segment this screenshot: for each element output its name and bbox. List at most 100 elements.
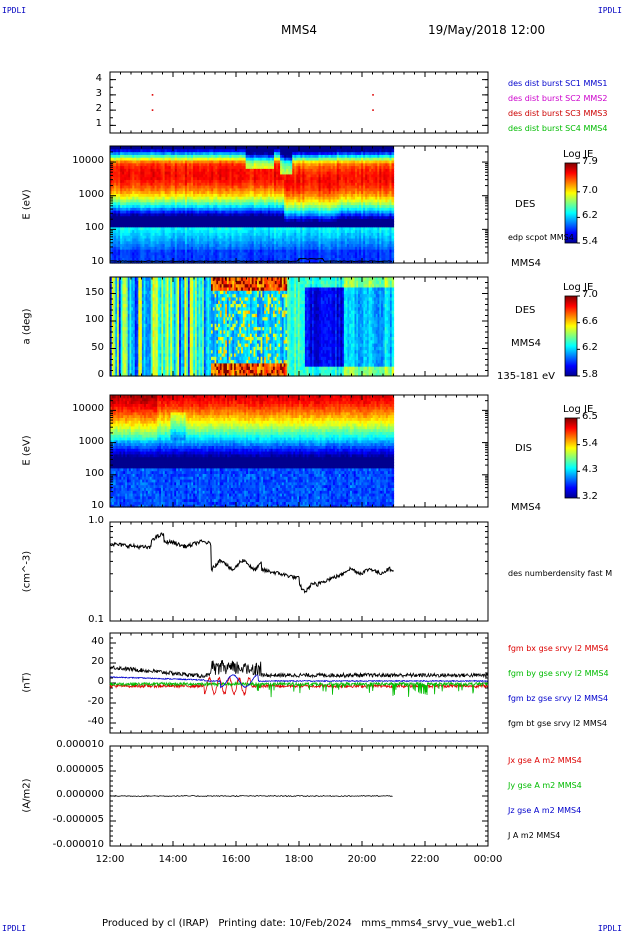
current-ytick-label: 0.000010 bbox=[56, 739, 104, 750]
density-line bbox=[109, 532, 394, 594]
des-pitch-side-bottom: 135-181 eV bbox=[497, 371, 555, 382]
des-pitch-side-sub: MMS4 bbox=[511, 338, 541, 349]
burst-ytick-label: 3 bbox=[95, 87, 102, 99]
burst-legend-3: des dist burst SC3 MMS3 bbox=[508, 109, 608, 118]
time-axis-tick-label: 22:00 bbox=[410, 854, 440, 865]
dis-energy-ylabel: E (eV) bbox=[21, 435, 33, 466]
magnetic-legend-4: fgm bt gse srvy l2 MMS4 bbox=[508, 719, 607, 728]
density-ytick-label: 1.0 bbox=[88, 515, 104, 526]
current-legend-4: J A m2 MMS4 bbox=[508, 831, 561, 840]
magnetic-ytick-label: 0 bbox=[97, 676, 104, 687]
current-ytick-label: -0.000010 bbox=[52, 839, 104, 850]
des-pitch-colorbar-tick-label: 7.0 bbox=[582, 289, 598, 300]
density-legend: des numberdensity fast M bbox=[508, 569, 613, 578]
des-pitch-colorbar-tick-label: 5.8 bbox=[582, 369, 598, 380]
time-axis-tick-label: 00:00 bbox=[473, 854, 503, 865]
des-pitch-colorbar bbox=[564, 295, 578, 377]
des-energy-side-bottom: MMS4 bbox=[511, 258, 541, 269]
dis-energy-ytick-label: 1000 bbox=[78, 435, 104, 447]
current-ytick-label: 0.000005 bbox=[56, 764, 104, 775]
magnetic-legend-1: fgm bx gse srvy l2 MMS4 bbox=[508, 644, 609, 653]
burst-point bbox=[151, 94, 154, 96]
des-energy-colorbar-tick-label: 5.4 bbox=[582, 236, 598, 247]
magnetic-legend-2: fgm by gse srvy l2 MMS4 bbox=[508, 669, 609, 678]
magnetic-ytick-label: 40 bbox=[91, 636, 104, 647]
scpot-line bbox=[109, 257, 393, 263]
footer-text: Produced by cl (IRAP) Printing date: 10/… bbox=[102, 918, 516, 929]
dis-energy-ytick-label: 100 bbox=[84, 467, 104, 479]
dis-energy-colorbar-tick-label: 6.5 bbox=[582, 411, 598, 422]
des-pitch-colorbar-tick-label: 6.6 bbox=[582, 315, 598, 327]
dis-energy-side-bottom: MMS4 bbox=[511, 502, 541, 513]
burst-point bbox=[372, 94, 374, 96]
burst-point bbox=[372, 109, 374, 111]
corner-label-top-left: IPDLI bbox=[2, 6, 27, 15]
burst-point bbox=[151, 109, 154, 111]
des-pitch-ytick-label: 150 bbox=[84, 286, 104, 298]
magnetic-line-3 bbox=[109, 674, 488, 689]
des-pitch-colorbar-tick-label: 6.2 bbox=[582, 342, 598, 354]
time-axis-tick-label: 12:00 bbox=[95, 854, 125, 865]
des-energy-ytick-label: 10 bbox=[91, 256, 104, 267]
des-energy-colorbar-tick-label: 7.9 bbox=[582, 156, 598, 167]
des-energy-side-label: DES bbox=[515, 199, 536, 210]
density-ytick-label: 0.1 bbox=[88, 614, 104, 625]
current-ytick-label: 0.000000 bbox=[56, 789, 104, 800]
density-ylabel: (cm^-3) bbox=[21, 550, 33, 592]
dis-energy-ytick-label: 10 bbox=[91, 500, 104, 511]
dis-energy-spectrogram bbox=[110, 395, 395, 508]
des-energy-ytick-label: 100 bbox=[84, 222, 104, 234]
time-axis-tick-label: 20:00 bbox=[347, 854, 377, 865]
burst-ytick-label: 4 bbox=[95, 72, 102, 84]
des-energy-colorbar bbox=[564, 162, 578, 244]
current-ylabel: (A/m2) bbox=[21, 778, 33, 813]
magnetic-ytick-label: 20 bbox=[91, 656, 104, 667]
des-energy-side-sub: edp scpot MMS4 bbox=[508, 233, 574, 242]
des-energy-colorbar-title: Log JE bbox=[563, 149, 594, 160]
des-energy-ylabel: E (eV) bbox=[21, 188, 33, 220]
des-energy-colorbar-tick-label: 6.2 bbox=[582, 210, 598, 222]
dis-energy-colorbar-tick-label: 5.4 bbox=[582, 437, 598, 449]
dis-energy-side-label: DIS bbox=[515, 443, 532, 454]
des-energy-colorbar-tick-label: 7.0 bbox=[582, 184, 598, 196]
des-pitch-ytick-label: 0 bbox=[97, 369, 104, 380]
burst-legend-1: des dist burst SC1 MMS1 bbox=[508, 79, 608, 88]
burst-ytick-label: 2 bbox=[95, 103, 102, 115]
burst-ytick-label: 1 bbox=[95, 118, 102, 130]
dis-energy-colorbar-tick-label: 3.2 bbox=[582, 491, 598, 502]
des-energy-spectrogram bbox=[110, 146, 395, 264]
spacecraft-title: MMS4 bbox=[281, 23, 317, 37]
current-legend-3: Jz gse A m2 MMS4 bbox=[508, 806, 582, 815]
des-energy-ytick-label: 1000 bbox=[78, 188, 104, 200]
current-legend-2: Jy gse A m2 MMS4 bbox=[508, 781, 582, 790]
magnetic-line-2 bbox=[109, 681, 488, 698]
current-ytick-label: -0.000005 bbox=[52, 814, 104, 825]
magnetic-line-4 bbox=[109, 660, 488, 679]
des-energy-ytick-label: 10000 bbox=[72, 155, 104, 167]
corner-label-bottom-right: IPDLI bbox=[597, 924, 622, 933]
des-pitch-ylabel: a (deg) bbox=[21, 308, 33, 344]
dis-energy-colorbar-tick-label: 4.3 bbox=[582, 464, 598, 476]
current-line bbox=[109, 794, 393, 798]
des-pitch-ytick-label: 100 bbox=[84, 314, 104, 325]
corner-label-top-right: IPDLI bbox=[597, 6, 622, 15]
des-pitch-side-label: DES bbox=[515, 305, 536, 316]
magnetic-legend-3: fgm bz gse srvy l2 MMS4 bbox=[508, 694, 609, 703]
dis-energy-ytick-label: 10000 bbox=[72, 403, 104, 415]
magnetic-ylabel: (nT) bbox=[21, 672, 33, 693]
current-legend-1: Jx gse A m2 MMS4 bbox=[508, 756, 582, 765]
magnetic-ytick-label: -20 bbox=[87, 696, 104, 707]
burst-legend-4: des dist burst SC4 MMS4 bbox=[508, 124, 608, 133]
corner-label-bottom-left: IPDLI bbox=[2, 924, 27, 933]
magnetic-ytick-label: -40 bbox=[87, 716, 104, 727]
time-axis-tick-label: 18:00 bbox=[284, 854, 314, 865]
time-axis-tick-label: 16:00 bbox=[221, 854, 251, 865]
datetime-title: 19/May/2018 12:00 bbox=[428, 23, 546, 37]
time-axis-tick-label: 14:00 bbox=[158, 854, 188, 865]
des-pitch-colorbar-title: Log JE bbox=[563, 282, 594, 293]
burst-legend-2: des dist burst SC2 MMS2 bbox=[508, 94, 608, 103]
des-pitch-ytick-label: 50 bbox=[91, 341, 104, 353]
dis-energy-colorbar bbox=[564, 417, 578, 499]
dis-energy-colorbar-title: Log JE bbox=[563, 404, 594, 415]
